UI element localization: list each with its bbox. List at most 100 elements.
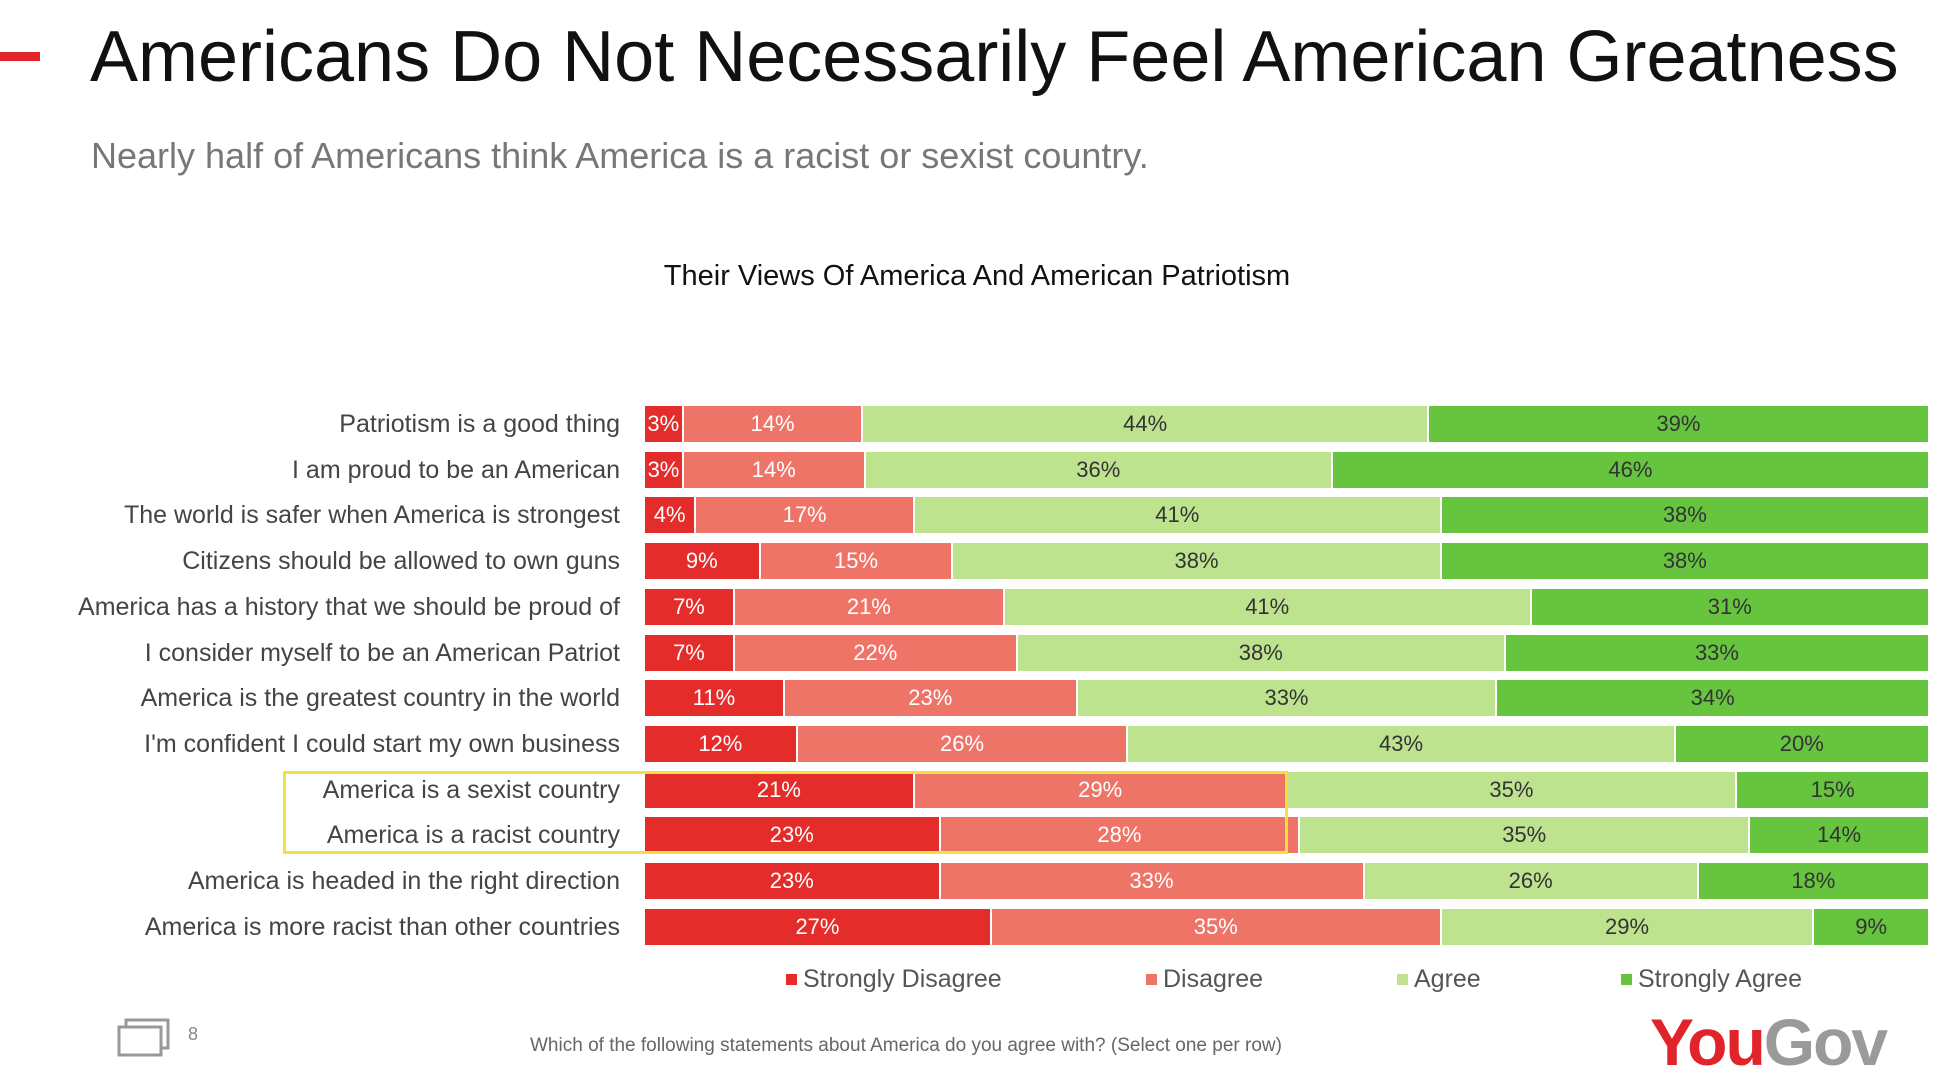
bar-strongly-disagree-i-consider-myself-to-be-an-american-patriot: 7% — [645, 634, 733, 671]
bar-strongly-agree-i-consider-myself-to-be-an-american-patriot: 33% — [1505, 634, 1928, 671]
page-number: 8 — [188, 1024, 199, 1044]
logo-gov: Gov — [1763, 1005, 1888, 1079]
data-label: 46% — [1608, 456, 1653, 482]
bar-disagree-america-is-the-greatest-country-in-the-world: 23% — [784, 680, 1076, 717]
data-label: 15% — [1810, 776, 1855, 802]
row-label-america-has-a-history-that-we-should-be-proud-of: America has a history that we should be … — [78, 592, 620, 621]
legend-item-strongly-agree: Strongly Agree — [1621, 964, 1802, 994]
legend-item-agree: Agree — [1397, 964, 1481, 994]
row-label-america-is-a-racist-country: America is a racist country — [326, 821, 620, 850]
yougov-logo: YouGov — [1650, 1004, 1888, 1080]
data-label: 26% — [940, 730, 985, 756]
data-label: 35% — [1489, 776, 1534, 802]
bar-disagree-america-is-headed-in-the-right-direction: 33% — [940, 863, 1363, 899]
data-label: 18% — [1791, 868, 1836, 893]
bar-disagree-i-consider-myself-to-be-an-american-patriot: 22% — [734, 634, 1016, 671]
page-subtitle: Nearly half of Americans think America i… — [91, 135, 1149, 176]
data-label: 23% — [908, 685, 953, 711]
data-label: 43% — [1378, 730, 1424, 756]
data-label: 36% — [1076, 456, 1121, 482]
bar-agree-america-is-a-sexist-country: 35% — [1287, 771, 1736, 808]
bar-strongly-agree-america-is-the-greatest-country-in-the-world: 34% — [1497, 680, 1928, 717]
bar-strongly-agree-the-world-is-safer-when-america-is-strongest: 38% — [1441, 497, 1928, 534]
data-label: 35% — [1193, 913, 1238, 939]
data-label: 41% — [1245, 593, 1290, 619]
bar-strongly-disagree-citizens-should-be-allowed-to-own-guns: 9% — [645, 543, 759, 580]
data-label: 20% — [1779, 730, 1824, 756]
data-label: 3% — [647, 411, 680, 436]
data-label: 29% — [1604, 913, 1650, 939]
data-label: 28% — [1097, 822, 1142, 848]
data-label: 34% — [1690, 685, 1735, 711]
bar-agree-i-consider-myself-to-be-an-american-patriot: 38% — [1017, 634, 1504, 671]
bar-disagree-citizens-should-be-allowed-to-own-guns: 15% — [760, 543, 952, 580]
survey-question: Which of the following statements about … — [530, 1035, 1282, 1056]
bar-disagree-america-is-more-racist-than-other-countries: 35% — [991, 908, 1440, 945]
row-label-america-is-a-sexist-country: America is a sexist country — [322, 775, 620, 804]
bar-strongly-agree-patriotism-is-a-good-thing: 39% — [1428, 406, 1928, 442]
data-label: 7% — [673, 639, 705, 665]
row-label-i-am-proud-to-be-an-american: I am proud to be an American — [292, 455, 620, 484]
data-label: 41% — [1155, 502, 1200, 528]
data-label: 38% — [1238, 639, 1283, 665]
legend-swatch — [1621, 973, 1632, 985]
data-label: 23% — [769, 822, 814, 848]
bar-disagree-america-is-a-sexist-country: 29% — [914, 771, 1286, 808]
data-label: 33% — [1129, 868, 1174, 893]
legend-swatch — [786, 973, 797, 985]
bar-strongly-agree-i-m-confident-i-could-start-my-own-business: 20% — [1675, 725, 1928, 762]
legend-label: Strongly Disagree — [803, 965, 1002, 993]
bar-strongly-agree-america-is-more-racist-than-other-countries: 9% — [1814, 908, 1928, 945]
legend-item-disagree: Disagree — [1146, 964, 1263, 994]
data-label: 33% — [1694, 639, 1739, 665]
bar-strongly-disagree-the-world-is-safer-when-america-is-strongest: 4% — [645, 497, 695, 534]
data-label: 3% — [647, 456, 680, 482]
title-accent-dash — [0, 52, 40, 61]
bar-strongly-disagree-america-is-a-racist-country: 23% — [645, 817, 939, 854]
data-label: 4% — [653, 502, 686, 528]
row-label-i-consider-myself-to-be-an-american-patriot: I consider myself to be an American Patr… — [144, 638, 620, 667]
data-label: 26% — [1508, 868, 1553, 893]
data-label: 44% — [1123, 411, 1168, 436]
bar-disagree-patriotism-is-a-good-thing: 14% — [683, 406, 862, 442]
legend-swatch — [1397, 973, 1408, 985]
row-label-patriotism-is-a-good-thing: Patriotism is a good thing — [339, 410, 620, 438]
chart-title: Their Views Of America And American Patr… — [663, 260, 1291, 292]
data-label: 23% — [769, 868, 814, 893]
bar-strongly-disagree-america-is-more-racist-than-other-countries: 27% — [645, 908, 990, 945]
bar-strongly-disagree-i-am-proud-to-be-an-american: 3% — [645, 451, 682, 488]
bar-strongly-disagree-i-m-confident-i-could-start-my-own-business: 12% — [645, 725, 796, 762]
bar-strongly-agree-america-is-headed-in-the-right-direction: 18% — [1698, 863, 1928, 899]
data-label: 14% — [751, 456, 796, 482]
bar-agree-i-am-proud-to-be-an-american: 36% — [865, 451, 1331, 488]
bar-agree-america-has-a-history-that-we-should-be-proud-of: 41% — [1004, 588, 1530, 625]
data-label: 15% — [833, 548, 879, 574]
bar-agree-citizens-should-be-allowed-to-own-guns: 38% — [953, 543, 1440, 580]
data-label: 38% — [1174, 548, 1219, 574]
bar-agree-the-world-is-safer-when-america-is-strongest: 41% — [914, 497, 1440, 534]
legend-item-strongly-disagree: Strongly Disagree — [786, 964, 1002, 994]
data-label: 21% — [846, 593, 891, 619]
row-label-america-is-more-racist-than-other-countries: America is more racist than other countr… — [144, 912, 620, 941]
data-label: 14% — [1817, 822, 1862, 848]
bar-agree-america-is-headed-in-the-right-direction: 26% — [1364, 863, 1697, 899]
data-label: 31% — [1707, 593, 1752, 619]
data-label: 22% — [853, 639, 898, 665]
data-label: 9% — [1855, 913, 1888, 939]
bar-strongly-disagree-america-is-headed-in-the-right-direction: 23% — [645, 863, 939, 899]
data-label: 12% — [698, 730, 743, 756]
bar-strongly-disagree-america-has-a-history-that-we-should-be-proud-of: 7% — [645, 588, 733, 625]
data-label: 17% — [782, 502, 827, 528]
data-label: 14% — [750, 411, 795, 436]
bar-disagree-the-world-is-safer-when-america-is-strongest: 17% — [696, 497, 913, 534]
data-label: 33% — [1264, 685, 1309, 711]
data-label: 9% — [685, 548, 718, 574]
bar-disagree-i-am-proud-to-be-an-american: 14% — [683, 451, 864, 488]
bar-strongly-agree-america-is-a-racist-country: 14% — [1750, 817, 1928, 854]
row-label-america-is-the-greatest-country-in-the-world: America is the greatest country in the w… — [140, 684, 620, 713]
bar-agree-i-m-confident-i-could-start-my-own-business: 43% — [1128, 725, 1674, 762]
data-label: 35% — [1502, 822, 1547, 848]
row-label-the-world-is-safer-when-america-is-strongest: The world is safer when America is stron… — [123, 501, 620, 530]
data-label: 39% — [1656, 411, 1701, 436]
data-label: 7% — [673, 593, 705, 619]
